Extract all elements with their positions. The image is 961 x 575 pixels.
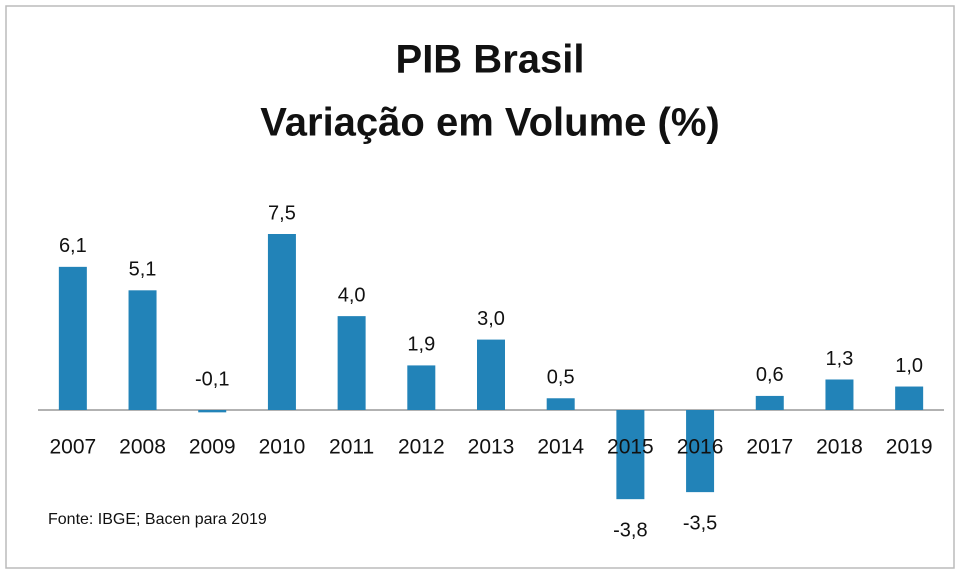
x-tick-label: 2014 bbox=[537, 436, 584, 459]
bar bbox=[267, 234, 296, 410]
bar bbox=[546, 398, 575, 410]
value-label: 1,3 bbox=[826, 348, 854, 370]
x-tick-label: 2016 bbox=[677, 436, 724, 459]
value-label: -3,5 bbox=[683, 512, 717, 534]
value-label: 4,0 bbox=[338, 284, 366, 306]
value-label: 0,5 bbox=[547, 367, 575, 389]
bar bbox=[128, 290, 157, 410]
bar bbox=[895, 386, 924, 410]
x-tick-label: 2017 bbox=[746, 436, 793, 459]
chart-title: PIB Brasil bbox=[396, 38, 585, 82]
bar bbox=[686, 410, 715, 493]
value-label: -0,1 bbox=[195, 368, 229, 390]
bar bbox=[616, 410, 645, 500]
value-label: 1,9 bbox=[407, 334, 435, 356]
bar bbox=[407, 365, 436, 410]
bar bbox=[198, 410, 227, 413]
value-label: 7,5 bbox=[268, 202, 296, 224]
value-label: 6,1 bbox=[59, 235, 87, 257]
value-label: 1,0 bbox=[895, 355, 923, 377]
bar bbox=[825, 379, 854, 410]
x-tick-label: 2018 bbox=[816, 436, 863, 459]
chart-frame bbox=[5, 5, 955, 569]
bar bbox=[755, 395, 784, 410]
value-label: 5,1 bbox=[129, 259, 157, 281]
x-tick-label: 2007 bbox=[49, 436, 96, 459]
value-label: 0,6 bbox=[756, 364, 784, 386]
x-tick-label: 2015 bbox=[607, 436, 654, 459]
value-label: 3,0 bbox=[477, 308, 505, 330]
bar bbox=[58, 266, 87, 410]
x-tick-label: 2013 bbox=[468, 436, 515, 459]
x-tick-label: 2008 bbox=[119, 436, 166, 459]
x-tick-label: 2009 bbox=[189, 436, 236, 459]
value-label: -3,8 bbox=[613, 519, 647, 541]
bar bbox=[337, 316, 366, 410]
x-tick-label: 2010 bbox=[259, 436, 306, 459]
chart-title: Variação em Volume (%) bbox=[260, 101, 719, 145]
x-tick-label: 2011 bbox=[329, 436, 374, 459]
x-tick-label: 2012 bbox=[398, 436, 445, 459]
bar bbox=[477, 339, 505, 410]
source-note: Fonte: IBGE; Bacen para 2019 bbox=[48, 511, 267, 528]
x-tick-label: 2019 bbox=[886, 436, 933, 459]
